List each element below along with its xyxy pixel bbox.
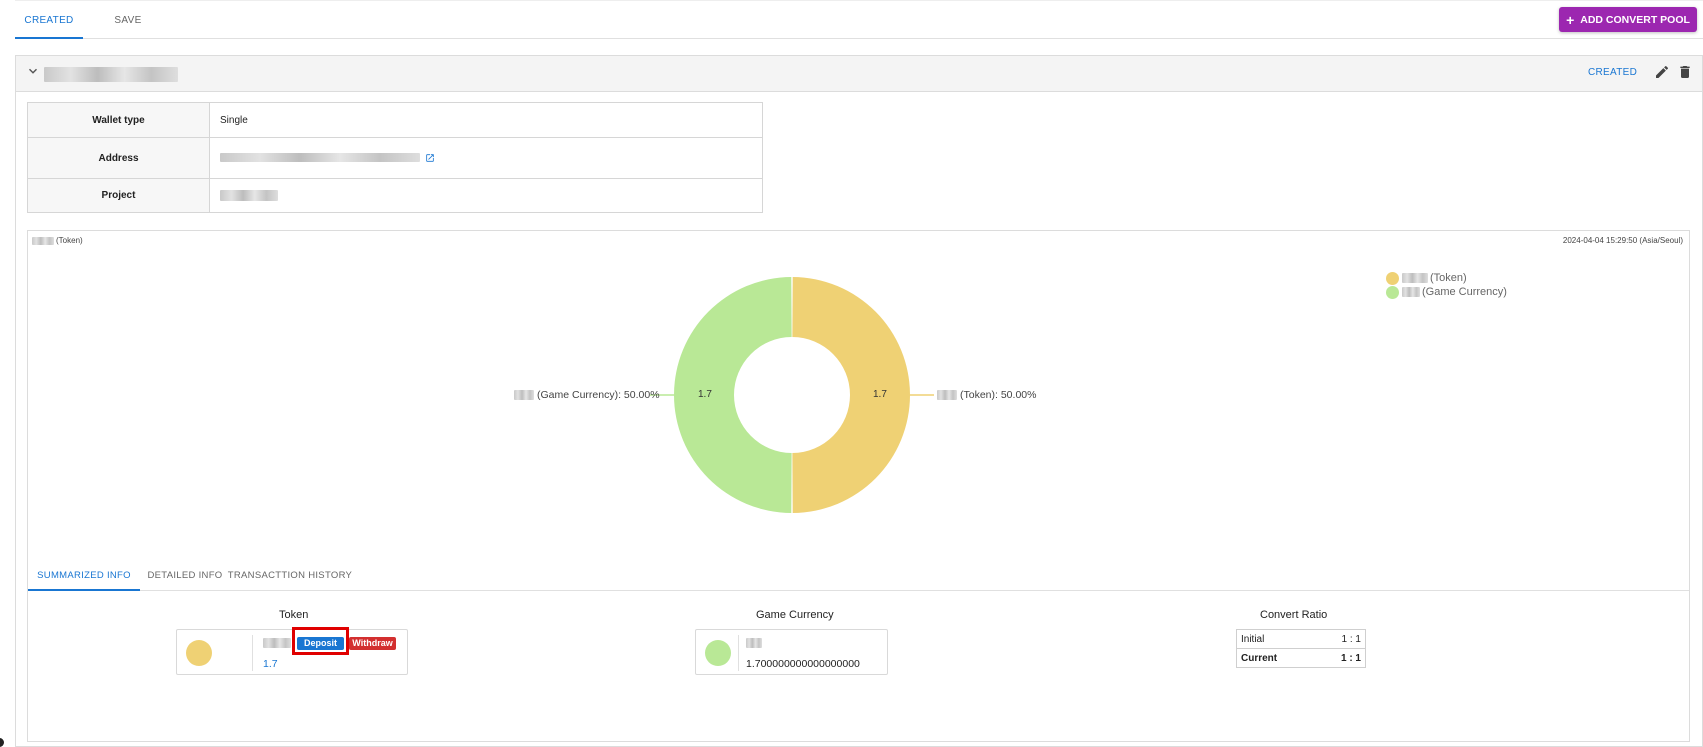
- tab-detailed-info[interactable]: DETAILED INFO: [147, 570, 223, 581]
- legend-label: (Token): [1430, 272, 1467, 284]
- edge-indicator: [0, 738, 4, 747]
- outer-label-text: (Game Currency): 50.00%: [537, 389, 660, 401]
- chart-outer-label-token: (Token): 50.00%: [937, 389, 1036, 401]
- token-amount: 1.7: [263, 658, 278, 670]
- token-heading: Token: [279, 609, 309, 621]
- wallet-type-label: Wallet type: [27, 102, 210, 138]
- table-row: Wallet type Single: [27, 102, 763, 138]
- legend-item-game-currency[interactable]: (Game Currency): [1386, 285, 1507, 299]
- withdraw-button[interactable]: Withdraw: [349, 637, 396, 650]
- ratio-value: 1 : 1: [1315, 648, 1366, 668]
- ratio-label: Initial: [1236, 629, 1316, 649]
- table-row: Initial 1 : 1: [1236, 629, 1366, 649]
- pool-header[interactable]: CREATED: [16, 56, 1702, 92]
- game-currency-color-circle: [705, 640, 731, 666]
- chart-title: (Token): [32, 236, 83, 245]
- sub-tab-bar: SUMMARIZED INFO DETAILED INFO TRANSACTTI…: [28, 561, 1689, 591]
- table-row: Project: [27, 178, 763, 213]
- table-row: Current 1 : 1: [1236, 648, 1366, 668]
- convert-ratio-table: Initial 1 : 1 Current 1 : 1: [1236, 629, 1366, 668]
- chart-timestamp: 2024-04-04 15:29:50 (Asia/Seoul): [1562, 236, 1683, 245]
- project-cell: [209, 178, 763, 213]
- chart-title-name-redacted: [32, 236, 54, 245]
- pool-name-redacted: [44, 67, 178, 82]
- slice-value-label-token: 1.7: [873, 389, 887, 400]
- project-value-redacted: [220, 189, 278, 201]
- top-tab-bar: CREATED SAVE: [15, 0, 1703, 39]
- token-name-redacted: [263, 638, 291, 648]
- tab-created[interactable]: CREATED: [15, 1, 83, 39]
- deposit-highlight-box: [292, 627, 349, 655]
- legend-swatch: [1386, 271, 1399, 285]
- wallet-type-value: Single: [209, 102, 763, 138]
- edit-icon[interactable]: [1654, 64, 1672, 82]
- legend-name-redacted: [1402, 273, 1428, 283]
- legend-item-token[interactable]: (Token): [1386, 271, 1507, 285]
- game-currency-heading: Game Currency: [756, 609, 834, 621]
- token-card: 1.7 Deposit Withdraw: [176, 627, 408, 675]
- token-color-circle: [186, 640, 212, 666]
- chart-outer-label-game-currency: (Game Currency): 50.00%: [514, 389, 660, 401]
- address-value-redacted: [220, 153, 420, 163]
- series-name-redacted: [514, 390, 534, 401]
- card-divider: [738, 635, 739, 671]
- plus-icon: +: [1566, 11, 1575, 28]
- legend-name-redacted: [1402, 287, 1420, 297]
- add-convert-pool-label: ADD CONVERT POOL: [1580, 13, 1690, 26]
- tab-save[interactable]: SAVE: [114, 15, 142, 26]
- game-currency-name-redacted: [746, 638, 762, 648]
- project-label: Project: [27, 178, 210, 213]
- legend-label: (Game Currency): [1422, 286, 1507, 298]
- game-currency-card: 1.700000000000000000: [695, 629, 888, 675]
- ratio-value: 1 : 1: [1315, 629, 1366, 649]
- add-convert-pool-button[interactable]: + ADD CONVERT POOL: [1559, 7, 1697, 32]
- convert-ratio-heading: Convert Ratio: [1260, 609, 1328, 621]
- chart-title-suffix: (Token): [56, 236, 83, 245]
- legend-swatch: [1386, 285, 1399, 299]
- tab-transaction-history[interactable]: TRANSACTTION HISTORY: [227, 570, 353, 581]
- external-link-icon[interactable]: [425, 153, 435, 163]
- game-currency-amount: 1.700000000000000000: [746, 658, 860, 670]
- slice-value-label-game-currency: 1.7: [698, 389, 712, 400]
- address-label: Address: [27, 137, 210, 179]
- deposit-button[interactable]: Deposit: [297, 637, 344, 650]
- table-row: Address: [27, 137, 763, 179]
- series-name-redacted: [937, 390, 957, 401]
- chart-legend: (Token) (Game Currency): [1386, 271, 1507, 299]
- ratio-label: Current: [1236, 648, 1316, 668]
- wallet-info-table: Wallet type Single Address Project: [27, 102, 763, 213]
- donut-chart: [650, 277, 934, 513]
- convert-pool-card: CREATED Wallet type Single Address Proje…: [15, 55, 1703, 747]
- tab-summarized-info[interactable]: SUMMARIZED INFO: [28, 561, 140, 591]
- chart-panel: (Token) 2024-04-04 15:29:50 (Asia/Seoul)…: [27, 230, 1690, 742]
- pool-status-link[interactable]: CREATED: [1588, 67, 1638, 78]
- outer-label-text: (Token): 50.00%: [960, 389, 1037, 401]
- donut-slice-token[interactable]: [792, 277, 910, 513]
- donut-slice-game-currency[interactable]: [674, 277, 792, 513]
- delete-icon[interactable]: [1677, 64, 1695, 82]
- card-divider: [252, 635, 253, 671]
- address-cell: [209, 137, 763, 179]
- chevron-down-icon[interactable]: [28, 65, 38, 79]
